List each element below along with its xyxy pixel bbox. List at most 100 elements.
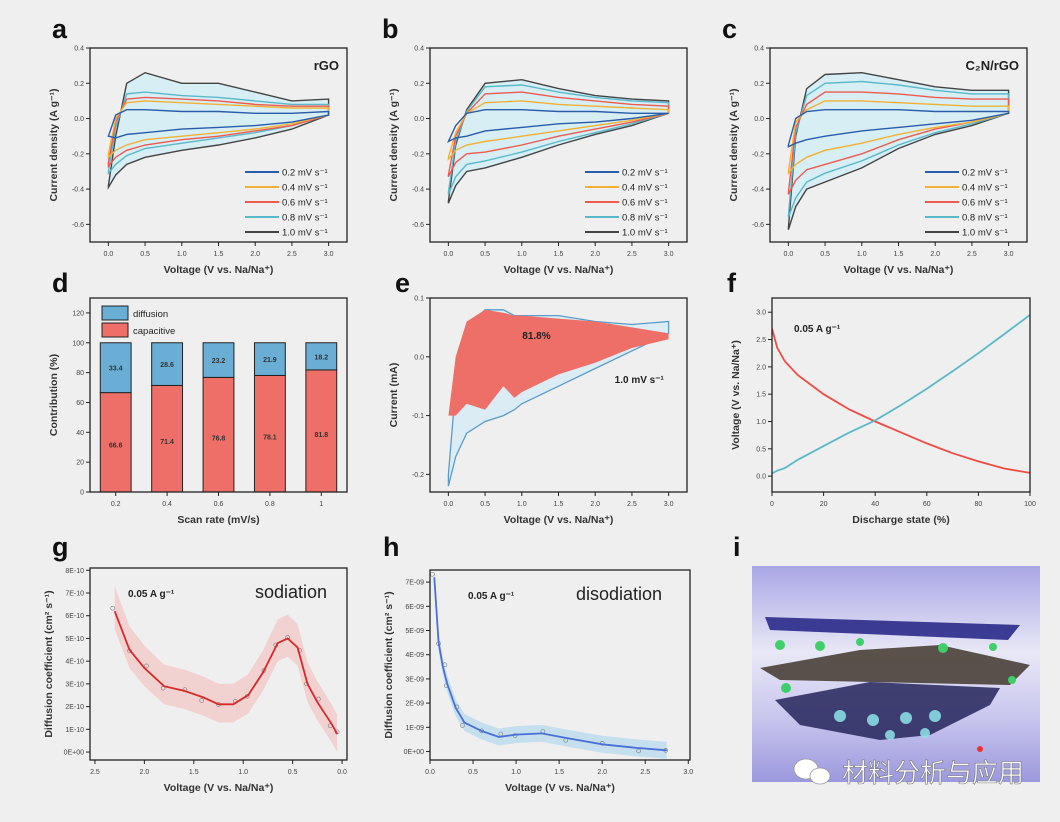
y-tick-label: 0.4 — [754, 46, 764, 53]
x-tick-label: 1.0 — [238, 769, 248, 776]
x-tick-label: 0.5 — [288, 769, 298, 776]
bar-diffusion — [202, 342, 235, 378]
panel-letter-c: c — [722, 14, 737, 44]
cv-curve-s02 — [787, 109, 1010, 148]
confidence-band — [114, 586, 338, 752]
x-tick-label: 0.0 — [443, 501, 453, 508]
bar-value-label: 76.8 — [212, 435, 226, 442]
legend-label: 0.8 mV s⁻¹ — [962, 213, 1008, 224]
plot-area — [107, 71, 330, 190]
x-tick-label: 2.5 — [967, 251, 977, 258]
x-tick-label: 1.0 — [511, 769, 521, 776]
process-label: disodiation — [576, 584, 662, 604]
y-tick-label: -0.2 — [412, 472, 424, 479]
x-axis-label: Voltage (V vs. Na/Na⁺) — [844, 264, 954, 276]
legend-swatch — [101, 305, 129, 321]
x-tick-label: 0.6 — [214, 501, 224, 508]
capacitive-percent: 81.8% — [522, 331, 550, 342]
x-tick-label: 0.5 — [140, 251, 150, 258]
y-tick-label: 0E+00 — [404, 749, 425, 756]
x-tick-label: 20 — [820, 501, 828, 508]
legend-label: 1.0 mV s⁻¹ — [622, 228, 668, 239]
plot-frame — [429, 569, 691, 761]
current-density-annotation: 0.05 A g⁻¹ — [128, 589, 175, 600]
x-axis-label: Voltage (V vs. Na/Na⁺) — [504, 264, 614, 276]
bar-diffusion — [99, 342, 132, 394]
legend-dot — [977, 746, 983, 752]
legend-label: 1.0 mV s⁻¹ — [282, 228, 328, 239]
y-tick-label: 0.0 — [756, 474, 766, 481]
y-axis-label: Current density (A g⁻¹) — [388, 88, 400, 201]
cv-curve-s02 — [107, 109, 330, 139]
x-tick-label: 2.0 — [139, 769, 149, 776]
x-tick-label: 0.0 — [337, 769, 347, 776]
x-axis-label: Voltage (V vs. Na/Na⁺) — [505, 782, 615, 794]
bar-diffusion — [253, 342, 286, 376]
x-tick-label: 0.0 — [103, 251, 113, 258]
y-tick-label: -0.6 — [752, 222, 764, 229]
legend-label: 0.6 mV s⁻¹ — [962, 198, 1008, 209]
x-tick-label: 2.0 — [590, 251, 600, 258]
series-charge — [772, 314, 1030, 475]
y-tick-label: 0E+00 — [64, 750, 85, 757]
legend-label: 0.8 mV s⁻¹ — [282, 213, 328, 224]
y-tick-label: 5E-10 — [65, 636, 84, 643]
y-tick-label: 1.0 — [756, 419, 766, 426]
x-tick-label: 3.0 — [683, 769, 693, 776]
plot-area — [110, 586, 340, 752]
y-tick-label: -0.2 — [412, 151, 424, 158]
data-point — [144, 663, 149, 669]
process-label: sodiation — [255, 582, 327, 602]
y-axis-label: Current (mA) — [388, 363, 400, 428]
y-tick-label: -0.4 — [412, 187, 424, 194]
bar-value-label: 81.8 — [314, 432, 328, 439]
y-tick-label: -0.4 — [72, 187, 84, 194]
panel-letter-h: h — [383, 532, 400, 562]
bar-value-label: 66.6 — [109, 442, 123, 449]
watermark-text: 材料分析与应用 — [842, 759, 1024, 789]
x-tick-label: 1.5 — [554, 501, 564, 508]
x-tick-label: 80 — [975, 501, 983, 508]
y-tick-label: 0.1 — [414, 296, 424, 303]
bar-value-label: 21.9 — [263, 357, 277, 364]
y-tick-label: -0.6 — [412, 222, 424, 229]
panel-a: 0.2 mV s⁻¹ 0.4 mV s⁻¹ 0.6 mV s⁻¹ 0.8 mV s⁻¹… — [48, 46, 348, 276]
bar-capacitive — [305, 369, 338, 492]
legend-label: 0.2 mV s⁻¹ — [962, 168, 1008, 179]
y-tick-label: 1.5 — [756, 392, 766, 399]
x-tick-label: 1.5 — [214, 251, 224, 258]
legend-label: 0.6 mV s⁻¹ — [622, 198, 668, 209]
x-tick-label: 0.4 — [162, 501, 172, 508]
bar-value-label: 18.2 — [314, 354, 328, 361]
panel-d: 66.6 33.4 0.2 71.4 28.6 0.4 76.8 23.2 0.6 78.1 21.… — [48, 297, 348, 526]
x-tick-label: 0.5 — [480, 501, 490, 508]
y-tick-label: 0.4 — [74, 46, 84, 53]
current-density-annotation: 0.05 A g⁻¹ — [794, 324, 841, 335]
panel-h: 0.05 A g⁻¹ disodiation 0.0 0.5 1.0 1.5 2.0 2.5 3… — [383, 569, 693, 794]
series-disodiation — [433, 577, 667, 752]
panel-i-illustration: 材料分析与应用 — [752, 566, 1040, 789]
y-tick-label: -0.6 — [72, 222, 84, 229]
series-sodiation — [113, 610, 338, 735]
y-tick-label: 0.0 — [414, 116, 424, 123]
y-axis-label: Diffusion coefficient (cm² s⁻¹) — [383, 591, 395, 738]
plot-area — [447, 309, 670, 487]
legend-label: 0.6 mV s⁻¹ — [282, 198, 328, 209]
x-tick-label: 2.5 — [640, 769, 650, 776]
data-point — [110, 605, 116, 611]
bar-value-label: 33.4 — [109, 366, 123, 373]
y-axis-label: Contribution (%) — [48, 354, 60, 436]
x-tick-label: 2.0 — [930, 251, 940, 258]
x-tick-label: 1.0 — [857, 251, 867, 258]
bar-value-label: 28.6 — [160, 362, 174, 369]
x-tick-label: 3.0 — [664, 501, 674, 508]
y-tick-label: 6E-10 — [65, 613, 84, 620]
y-tick-label: 100 — [72, 340, 84, 347]
y-tick-label: -0.2 — [72, 151, 84, 158]
panel-f: 0.05 A g⁻¹ 0 20 40 60 80 100 3.0 2.5 2.0 1.5 1.0 0.5… — [730, 297, 1036, 526]
plot-area — [772, 314, 1030, 475]
legend-label: 0.4 mV s⁻¹ — [282, 183, 328, 194]
top-sheet — [765, 617, 1020, 640]
y-axis-label: Diffusion coefficient (cm² s⁻¹) — [43, 590, 55, 737]
y-tick-label: 0.2 — [754, 81, 764, 88]
